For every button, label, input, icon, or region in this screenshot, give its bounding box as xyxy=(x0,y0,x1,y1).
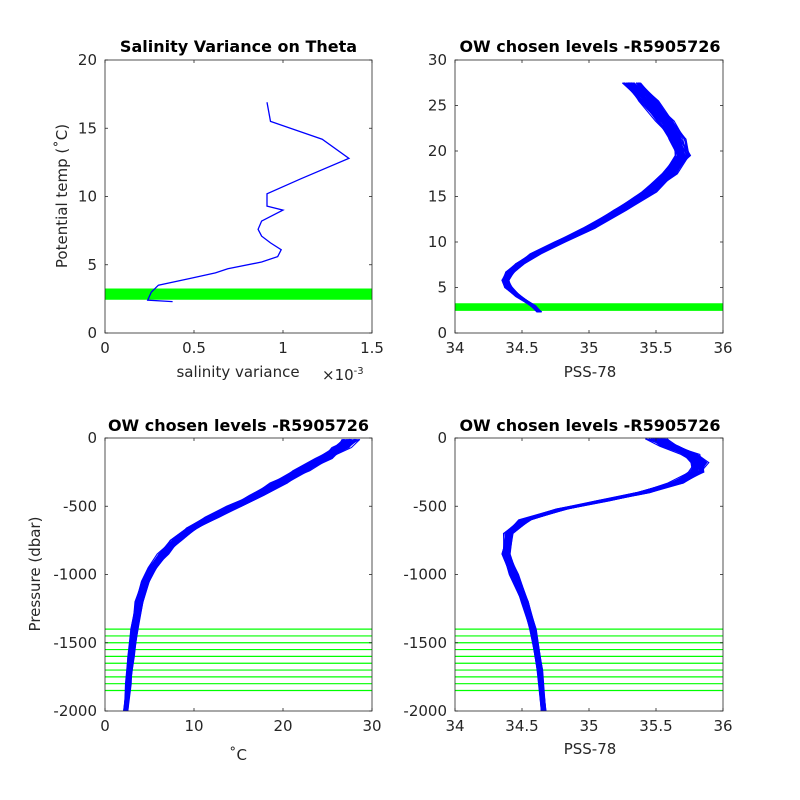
x-tick-label: 34 xyxy=(445,717,464,735)
plot-area xyxy=(455,82,723,313)
profile-line xyxy=(505,82,680,313)
x-axis-label: PSS-78 xyxy=(564,740,617,758)
x-tick-label: 10 xyxy=(184,717,203,735)
profile-line xyxy=(504,82,680,313)
profile-line xyxy=(502,82,679,313)
y-tick-label: 10 xyxy=(78,188,97,206)
x-tick-label: 36 xyxy=(713,717,732,735)
y-tick-label: 15 xyxy=(428,188,447,206)
x-tick-label: 35.5 xyxy=(639,339,672,357)
profile-line xyxy=(506,82,689,313)
x-tick-label: 1 xyxy=(278,339,288,357)
axes-box xyxy=(454,59,724,334)
y-tick-label: -1000 xyxy=(403,566,447,584)
x-axis-label: salinity variance xyxy=(176,363,299,381)
y-tick-label: -500 xyxy=(63,497,97,515)
x-axis-label: ˚C xyxy=(229,746,247,764)
profile-line xyxy=(503,82,676,313)
panel-temperature-pressure: 0 10 20 30 -2000 -1500 -1000 -500 0 OW chosen le… xyxy=(26,416,382,764)
y-tick-label: 10 xyxy=(428,233,447,251)
x-tick-label: 34.5 xyxy=(505,339,538,357)
profile-line xyxy=(125,439,352,711)
profile-line xyxy=(503,82,677,313)
ticks: 0 10 20 30 -2000 -1500 -1000 -500 0 xyxy=(53,429,381,735)
y-tick-label: 5 xyxy=(437,279,447,297)
y-tick-label: 15 xyxy=(78,119,97,137)
x-tick-label: 34 xyxy=(445,339,464,357)
y-axis-label: Pressure (dbar) xyxy=(26,517,44,632)
chart-title: OW chosen levels -R5905726 xyxy=(459,416,720,435)
y-tick-label: -2000 xyxy=(403,702,447,720)
x-tick-label: 1.5 xyxy=(360,339,384,357)
x-tick-label: 36 xyxy=(713,339,732,357)
y-tick-label: 5 xyxy=(87,256,97,274)
y-tick-label: -1500 xyxy=(53,634,97,652)
profile-line xyxy=(505,82,683,313)
chart-title: OW chosen levels -R5905726 xyxy=(108,416,369,435)
profile-line xyxy=(506,438,705,711)
chart-title: Salinity Variance on Theta xyxy=(120,37,357,56)
profile-line xyxy=(505,82,680,313)
y-tick-label: 20 xyxy=(428,142,447,160)
profile-line xyxy=(123,438,350,711)
plot-area xyxy=(105,438,372,711)
panel-salinity-variance: 0 0.5 1 1.5 0 5 10 15 20 Salinity Variance on Th… xyxy=(53,37,384,384)
x-axis-label: PSS-78 xyxy=(564,363,617,381)
y-tick-label: 25 xyxy=(428,97,447,115)
panel-salinity-pressure: 34 34.5 35 35.5 36 -2000 -1500 -1000 -500 0 OW ch… xyxy=(403,416,732,758)
x-tick-label: 30 xyxy=(362,717,381,735)
x-tick-label: 35.5 xyxy=(639,717,672,735)
chart-title: OW chosen levels -R5905726 xyxy=(459,37,720,56)
y-tick-label: -500 xyxy=(413,497,447,515)
ticks: 34 34.5 35 35.5 36 0 5 10 15 20 25 30 xyxy=(428,51,733,357)
y-tick-label: -1000 xyxy=(53,566,97,584)
x-tick-label: 0 xyxy=(100,339,110,357)
y-tick-label: 30 xyxy=(428,51,447,69)
x-tick-label: 35 xyxy=(579,717,598,735)
y-tick-label: 20 xyxy=(78,51,97,69)
y-axis-label: Potential temp (˚C) xyxy=(53,124,71,268)
y-tick-label: 0 xyxy=(437,429,447,447)
x-tick-label: 0 xyxy=(100,717,110,735)
y-tick-label: 0 xyxy=(87,324,97,342)
x-tick-label: 0.5 xyxy=(182,339,206,357)
variance-line xyxy=(146,102,351,303)
x-tick-label: 34.5 xyxy=(505,717,538,735)
ticks: 0 0.5 1 1.5 0 5 10 15 20 xyxy=(78,51,384,357)
y-tick-label: 0 xyxy=(437,324,447,342)
x-tick-label: 35 xyxy=(579,339,598,357)
x-axis-exponent: ×10-3 xyxy=(322,366,364,384)
profile-line xyxy=(502,82,677,313)
y-tick-label: 0 xyxy=(87,429,97,447)
profile-line xyxy=(503,438,696,711)
ticks: 34 34.5 35 35.5 36 -2000 -1500 -1000 -500 0 xyxy=(403,429,732,735)
plot-area xyxy=(455,438,723,711)
plot-area xyxy=(105,102,372,303)
profile-line xyxy=(504,438,700,711)
y-tick-label: -1500 xyxy=(403,634,447,652)
panel-theta-salinity: 34 34.5 35 35.5 36 0 5 10 15 20 25 30 OW chosen lev… xyxy=(428,37,733,381)
y-tick-label: -2000 xyxy=(53,702,97,720)
x-tick-label: 20 xyxy=(273,717,292,735)
